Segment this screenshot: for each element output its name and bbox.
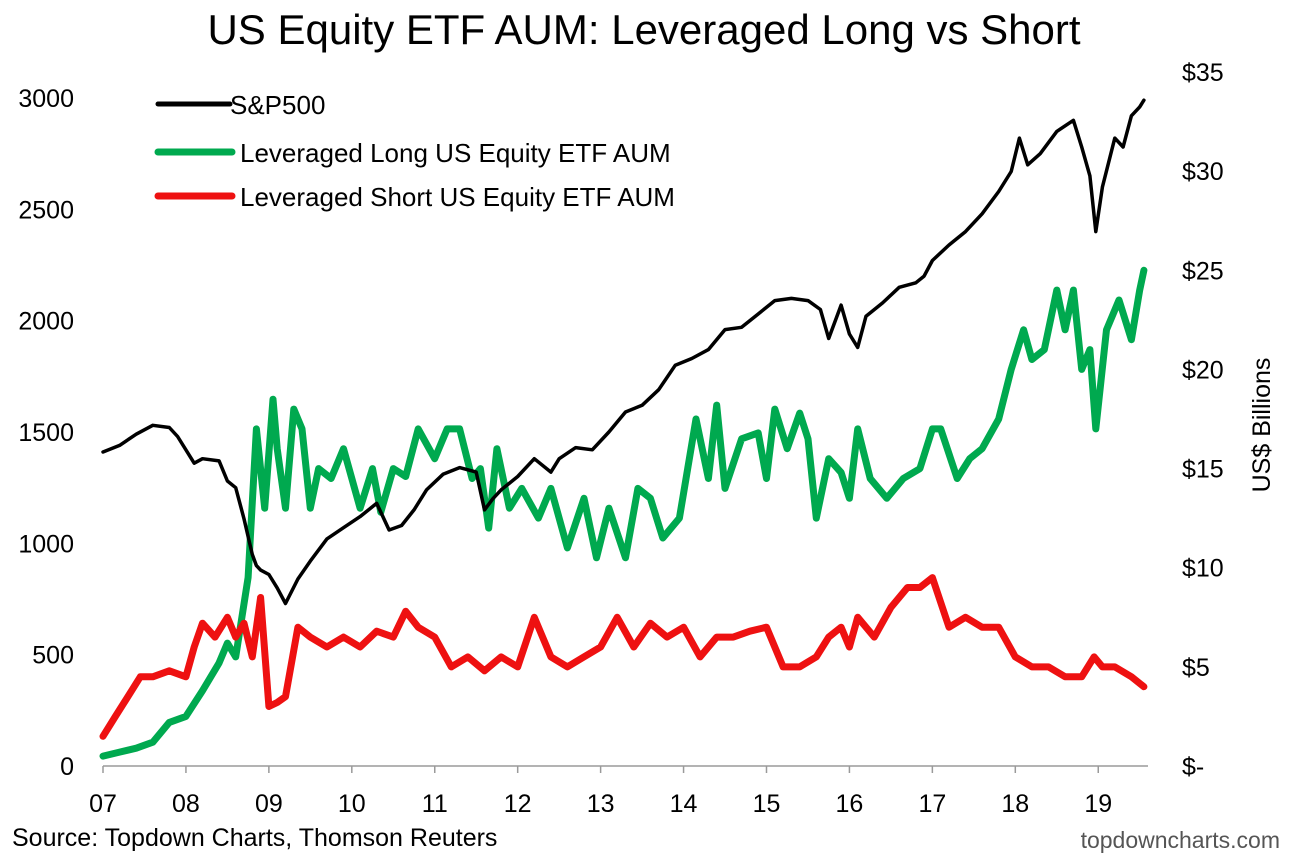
x-tick-label: 08 [172, 790, 200, 818]
x-tick-label: 13 [587, 790, 615, 818]
chart-title: US Equity ETF AUM: Leveraged Long vs Sho… [207, 6, 1080, 53]
y-right-tick-label: $35 [1182, 59, 1224, 87]
x-tick-label: 14 [670, 790, 698, 818]
legend-label-long: Leveraged Long US Equity ETF AUM [240, 138, 671, 168]
y-right-tick-label: $30 [1182, 158, 1224, 186]
y-right-tick-label: $- [1182, 753, 1204, 781]
y-axis-right: $- $5 $10 $15 $20 $25 $30 $35 [1182, 59, 1224, 781]
y-left-tick-label: 3000 [18, 85, 74, 113]
source-note: Source: Topdown Charts, Thomson Reuters [12, 824, 497, 852]
series-line-leveraged-short-us-equity-etf-aum [99, 574, 1148, 740]
x-tick-label: 18 [1001, 790, 1029, 818]
series-layer [99, 98, 1148, 760]
watermark: topdowncharts.com [1081, 827, 1280, 853]
y-left-tick-label: 500 [32, 642, 74, 670]
y-axis-right-title: US$ Billions [1248, 358, 1276, 493]
y-left-tick-label: 0 [60, 753, 74, 781]
x-tick-label: 09 [255, 790, 283, 818]
x-tick-label: 11 [422, 790, 448, 818]
y-left-tick-label: 2500 [18, 196, 74, 224]
legend-label-short: Leveraged Short US Equity ETF AUM [240, 182, 675, 212]
y-right-tick-label: $15 [1182, 456, 1224, 484]
y-right-tick-label: $25 [1182, 257, 1224, 285]
y-left-tick-label: 1500 [18, 419, 74, 447]
x-tick-label: 12 [504, 790, 532, 818]
y-right-tick-label: $20 [1182, 356, 1224, 384]
series-line-leveraged-long-us-equity-etf-aum [99, 266, 1148, 760]
x-axis: 07 08 09 10 11 12 13 14 15 16 17 18 19 [89, 765, 1148, 818]
x-tick-label: 17 [918, 790, 946, 818]
y-axis-left: 0 500 1000 1500 2000 2500 3000 [18, 85, 74, 781]
x-tick-label: 19 [1084, 790, 1112, 818]
x-tick-label: 16 [836, 790, 864, 818]
y-right-tick-label: $10 [1182, 555, 1224, 583]
x-tick-label: 15 [753, 790, 781, 818]
y-left-tick-label: 2000 [18, 308, 74, 336]
series-line-s-p500 [101, 98, 1146, 606]
x-tick-label: 10 [338, 790, 366, 818]
y-right-tick-label: $5 [1182, 654, 1210, 682]
x-tick-label: 07 [89, 790, 117, 818]
legend-label-sp500: S&P500 [230, 90, 325, 120]
legend: S&P500 Leveraged Long US Equity ETF AUM … [154, 90, 675, 212]
y-left-tick-label: 1000 [18, 530, 74, 558]
